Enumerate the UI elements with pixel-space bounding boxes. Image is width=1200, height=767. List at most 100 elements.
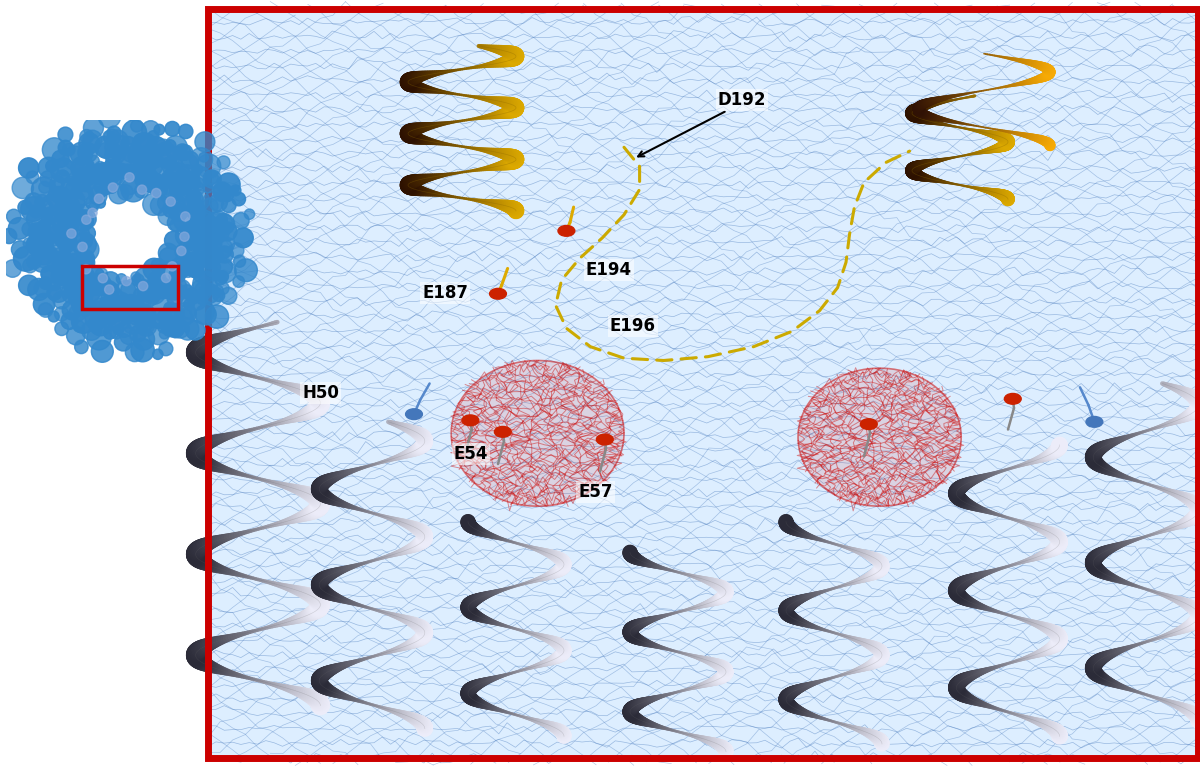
Circle shape — [79, 255, 95, 271]
Circle shape — [173, 146, 186, 159]
Circle shape — [101, 281, 118, 297]
Circle shape — [167, 163, 191, 187]
Circle shape — [132, 133, 155, 155]
Circle shape — [80, 268, 94, 281]
Circle shape — [42, 268, 56, 283]
Circle shape — [203, 170, 221, 188]
Circle shape — [103, 311, 118, 325]
Circle shape — [169, 324, 182, 338]
Circle shape — [82, 283, 101, 301]
Circle shape — [205, 265, 218, 277]
Circle shape — [85, 196, 100, 210]
Circle shape — [196, 282, 209, 296]
Circle shape — [43, 245, 56, 259]
Circle shape — [65, 265, 78, 279]
Circle shape — [406, 409, 422, 420]
Circle shape — [64, 280, 74, 291]
Circle shape — [55, 193, 71, 209]
Circle shape — [12, 177, 34, 199]
Circle shape — [90, 298, 114, 322]
Circle shape — [184, 253, 198, 268]
Circle shape — [110, 295, 134, 319]
Circle shape — [139, 318, 155, 333]
Circle shape — [137, 147, 149, 160]
Circle shape — [55, 189, 66, 200]
Circle shape — [121, 164, 134, 178]
Circle shape — [124, 295, 144, 315]
Circle shape — [80, 130, 94, 143]
Polygon shape — [451, 360, 624, 506]
Circle shape — [107, 306, 131, 331]
Circle shape — [132, 167, 145, 180]
Circle shape — [218, 222, 236, 241]
Circle shape — [188, 292, 206, 310]
Circle shape — [150, 276, 168, 294]
Circle shape — [181, 151, 199, 169]
Circle shape — [71, 142, 92, 165]
Circle shape — [103, 168, 122, 186]
Circle shape — [103, 129, 120, 146]
Circle shape — [140, 307, 155, 322]
Circle shape — [58, 212, 78, 233]
Circle shape — [60, 200, 82, 221]
Circle shape — [126, 107, 138, 120]
Circle shape — [180, 232, 190, 242]
Circle shape — [128, 148, 146, 166]
Circle shape — [52, 264, 76, 288]
Circle shape — [62, 301, 82, 320]
Circle shape — [200, 249, 220, 268]
Circle shape — [233, 212, 250, 229]
Circle shape — [79, 167, 97, 185]
Circle shape — [169, 267, 186, 283]
Circle shape — [134, 133, 157, 155]
Circle shape — [142, 145, 154, 158]
Circle shape — [6, 209, 20, 224]
Circle shape — [155, 176, 166, 186]
Circle shape — [84, 118, 103, 138]
Circle shape — [214, 285, 223, 295]
Text: H50: H50 — [302, 384, 340, 402]
Circle shape — [59, 239, 74, 253]
Circle shape — [191, 182, 204, 196]
Circle shape — [148, 291, 157, 301]
Circle shape — [146, 137, 167, 157]
Circle shape — [142, 281, 166, 304]
Circle shape — [76, 184, 91, 200]
Circle shape — [143, 258, 164, 280]
Circle shape — [58, 246, 78, 266]
Circle shape — [155, 139, 172, 156]
Circle shape — [47, 257, 64, 273]
Circle shape — [200, 213, 212, 225]
Circle shape — [56, 227, 66, 237]
Circle shape — [118, 299, 140, 322]
Circle shape — [152, 298, 176, 322]
Circle shape — [154, 143, 178, 166]
Circle shape — [192, 251, 209, 268]
Circle shape — [211, 238, 233, 259]
Circle shape — [216, 258, 233, 275]
Circle shape — [29, 224, 44, 241]
Circle shape — [193, 242, 216, 265]
Circle shape — [214, 261, 236, 283]
Circle shape — [196, 292, 208, 304]
Circle shape — [173, 266, 185, 278]
Circle shape — [68, 206, 82, 218]
Circle shape — [196, 304, 216, 325]
Circle shape — [122, 311, 144, 334]
Circle shape — [179, 240, 191, 252]
Circle shape — [158, 342, 173, 356]
Circle shape — [185, 220, 199, 235]
Circle shape — [18, 200, 31, 214]
Text: E187: E187 — [422, 284, 468, 302]
Circle shape — [164, 232, 182, 249]
Circle shape — [96, 177, 114, 195]
Circle shape — [596, 434, 613, 445]
Circle shape — [188, 192, 200, 203]
Circle shape — [176, 171, 200, 194]
Circle shape — [221, 238, 234, 252]
Circle shape — [46, 160, 58, 172]
Circle shape — [78, 272, 98, 293]
Circle shape — [232, 193, 246, 206]
Circle shape — [205, 305, 228, 328]
Circle shape — [134, 267, 158, 291]
